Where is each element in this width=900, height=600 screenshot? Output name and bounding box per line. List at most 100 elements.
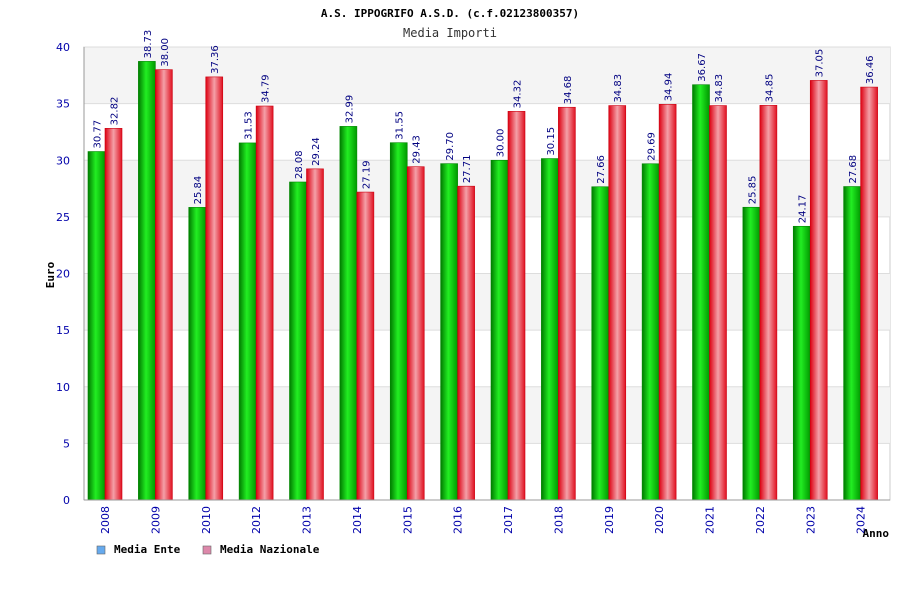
data-label: 30.77: [93, 120, 104, 149]
x-tick-label: 2012: [250, 506, 263, 534]
bar: [641, 163, 660, 501]
legend: Media Ente Media Nazionale: [96, 543, 320, 556]
bar: [155, 69, 173, 501]
data-label: 38.73: [143, 30, 154, 59]
data-label: 29.69: [647, 132, 658, 161]
x-tick-label: 2023: [804, 506, 817, 534]
y-tick-label: 40: [56, 41, 70, 54]
bar: [289, 181, 307, 501]
data-label: 34.68: [563, 76, 574, 105]
x-axis: 2008 2009 2010 2012 2013 2014 2015 2016 2017 2018…: [99, 506, 868, 534]
bar: [104, 128, 123, 501]
data-label: 37.05: [815, 49, 826, 78]
y-tick-label: 20: [56, 268, 70, 281]
data-label: 34.83: [613, 74, 624, 103]
bar: [87, 151, 106, 501]
bar: [356, 191, 375, 501]
data-label: 34.94: [664, 73, 675, 102]
bar: [809, 80, 828, 501]
data-label: 34.79: [261, 74, 272, 103]
legend-label: Media Nazionale: [220, 543, 320, 556]
x-tick-label: 2015: [401, 506, 414, 534]
data-label: 30.15: [546, 127, 557, 156]
legend-label: Media Ente: [114, 543, 181, 556]
bar: [490, 159, 509, 501]
bar: [238, 142, 257, 501]
data-label: 31.55: [395, 111, 406, 140]
data-label: 34.85: [764, 74, 775, 103]
legend-swatch: [96, 545, 106, 555]
data-label: 36.46: [865, 55, 876, 84]
data-label: 27.68: [848, 155, 859, 184]
x-tick-label: 2019: [603, 506, 616, 534]
x-tick-label: 2022: [754, 506, 767, 534]
bar: [692, 84, 710, 501]
data-label: 27.19: [361, 160, 372, 189]
y-tick-label: 0: [63, 494, 70, 507]
data-label: 38.00: [160, 38, 171, 67]
bar: [742, 206, 761, 501]
bar: [188, 207, 207, 501]
bar: [709, 105, 727, 501]
bar: [406, 166, 425, 501]
data-label: 31.53: [244, 111, 255, 140]
x-tick-label: 2021: [704, 506, 717, 534]
x-tick-label: 2020: [653, 506, 666, 534]
bar: [558, 106, 576, 501]
bar: [843, 186, 861, 501]
data-label: 34.83: [714, 74, 725, 103]
y-tick-label: 10: [56, 381, 70, 394]
bar: [591, 186, 610, 501]
x-axis-label: Anno: [863, 527, 890, 540]
bar: [759, 105, 778, 501]
data-label: 36.67: [697, 53, 708, 82]
y-tick-label: 5: [63, 437, 70, 450]
data-label: 32.99: [344, 95, 355, 124]
bar: [205, 76, 224, 501]
x-tick-label: 2017: [502, 506, 515, 534]
data-label: 27.71: [462, 155, 473, 184]
y-tick-label: 30: [56, 154, 70, 167]
x-tick-label: 2014: [351, 506, 364, 534]
y-axis-label: Euro: [44, 261, 57, 288]
bar: [255, 105, 274, 501]
bar: [792, 225, 811, 501]
bar: [306, 168, 324, 501]
bar: [138, 61, 156, 501]
bar: [457, 185, 475, 501]
data-label: 28.08: [294, 150, 305, 179]
data-label: 29.24: [311, 137, 322, 166]
data-label: 27.66: [596, 155, 607, 184]
x-tick-label: 2008: [99, 506, 112, 534]
bar: [507, 111, 526, 501]
x-tick-label: 2013: [301, 506, 314, 534]
y-axis: 0 5 10 15 20 25 30 35 40: [56, 41, 890, 507]
data-label: 30.00: [496, 129, 507, 158]
bar: [608, 105, 627, 501]
bar: [541, 158, 559, 501]
y-tick-label: 25: [56, 211, 70, 224]
data-label: 25.84: [193, 176, 204, 205]
bar: [339, 126, 358, 501]
data-label: 29.70: [445, 132, 456, 161]
legend-swatch: [202, 545, 212, 555]
bar: [389, 142, 408, 501]
x-tick-label: 2009: [149, 506, 162, 534]
data-labels: 30.77 38.73 25.84 31.53 28.08 32.99 31.55 29.70…: [93, 30, 877, 224]
bar: [440, 163, 458, 501]
x-tick-label: 2018: [552, 506, 565, 534]
y-tick-label: 15: [56, 324, 70, 337]
bar: [860, 86, 878, 501]
bars-group: [87, 61, 878, 501]
chart-title: A.S. IPPOGRIFO A.S.D. (c.f.02123800357): [321, 7, 579, 20]
data-label: 32.82: [110, 97, 121, 126]
data-label: 37.36: [210, 45, 221, 74]
chart-subtitle: Media Importi: [403, 26, 497, 40]
x-tick-label: 2016: [452, 506, 465, 534]
y-tick-label: 35: [56, 98, 70, 111]
data-label: 24.17: [798, 195, 809, 224]
x-tick-label: 2024: [855, 506, 868, 534]
bar: [658, 104, 677, 501]
data-label: 25.85: [747, 176, 758, 205]
